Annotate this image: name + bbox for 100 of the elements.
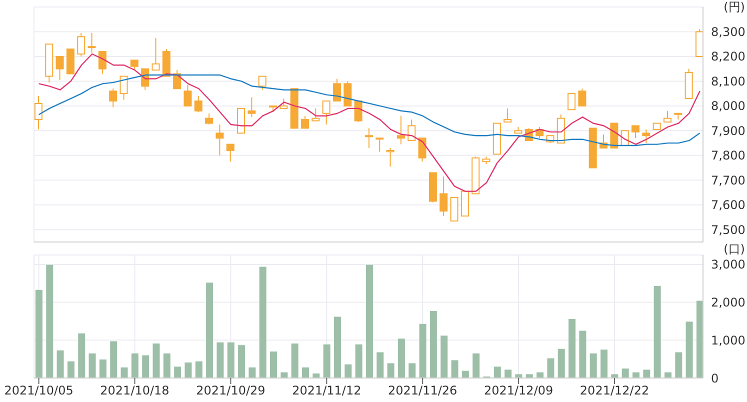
candlestick [578,88,586,106]
bar [600,350,608,378]
x-tick-label: 2021/11/12 [292,384,362,398]
candlestick [98,51,106,74]
bar [387,363,394,378]
x-tick-label: 2021/12/09 [484,384,554,398]
bar [259,266,266,378]
x-tick-label: 2021/10/18 [100,384,170,398]
bar [163,353,170,378]
bar [611,374,618,378]
y-tick-label: 7,900 [711,124,746,138]
y-tick-label: 2,000 [711,296,746,310]
bar [472,353,480,378]
candlestick [56,56,64,80]
bar [494,366,501,378]
bar [419,324,426,378]
bar [675,352,682,378]
bar [238,345,246,378]
y-tick-label: 7,500 [711,222,746,237]
candlestick [130,60,138,71]
candlestick [568,93,576,110]
bar [195,361,202,378]
bar [184,362,192,378]
bar [686,322,693,378]
candlestick [663,110,672,123]
y-tick-label: 7,600 [711,198,746,212]
candlestick [280,98,288,109]
bar [408,363,416,378]
y-axis-title: (円) [724,0,745,14]
bar [99,359,106,378]
bar [248,367,256,378]
y-tick-label: 3,000 [711,258,746,272]
bar [206,282,214,378]
bar [152,344,160,378]
candlestick [632,125,640,139]
bar [88,353,96,378]
y-tick-label: 8,200 [711,50,746,64]
candlestick [205,112,214,125]
y-tick-label: 0 [711,371,719,386]
bar [440,336,448,378]
bar [131,353,138,378]
bar [643,370,650,378]
bar [515,374,522,378]
bar [526,374,533,378]
bar [120,367,128,378]
bar [504,370,512,378]
bar [558,348,565,378]
bar [579,330,586,378]
bar [323,344,330,378]
bar [270,352,278,378]
candlestick [77,32,86,57]
candlestick [109,88,118,108]
candlestick [258,76,266,90]
candlestick [504,108,512,123]
bar [46,264,54,378]
bar [568,318,576,378]
candlestick [312,108,320,122]
bar [547,358,554,378]
candlestick [216,124,224,156]
candlestick [152,37,160,71]
candlestick [226,144,234,162]
candlestick [322,100,330,125]
y-tick-label: 8,100 [711,74,746,88]
y-tick-label: 8,000 [711,99,746,114]
candlestick [376,138,384,152]
candlestick [34,96,42,130]
bar [696,300,703,378]
candlestick [248,96,256,118]
bar [142,355,150,378]
bar [366,264,373,378]
candlestick [396,115,405,145]
bar [227,342,234,378]
candlestick [332,78,341,102]
bar [291,344,298,378]
bar [622,368,629,378]
bar [590,353,597,378]
x-tick-label: 2021/10/05 [4,384,74,398]
y-tick-label: 7,800 [711,148,746,163]
bar [355,344,362,378]
candlestick [301,115,309,129]
bar [78,333,86,378]
x-tick-label: 2021/11/26 [388,384,458,398]
candlestick [408,119,416,142]
candlestick [88,32,96,54]
candlestick [184,84,192,106]
y-tick-label: 1,000 [711,333,746,348]
bar [302,367,309,378]
bar [654,286,661,378]
candlestick [364,128,373,148]
bar [451,360,458,378]
bar [110,341,118,378]
candlestick [194,96,202,113]
bar [56,350,64,378]
bar [174,366,182,378]
bar [67,361,74,378]
candlestick [120,76,128,100]
candlestick [440,176,448,217]
bar [35,290,42,378]
x-tick-label: 2021/12/22 [580,384,650,398]
candlestick [418,138,426,162]
